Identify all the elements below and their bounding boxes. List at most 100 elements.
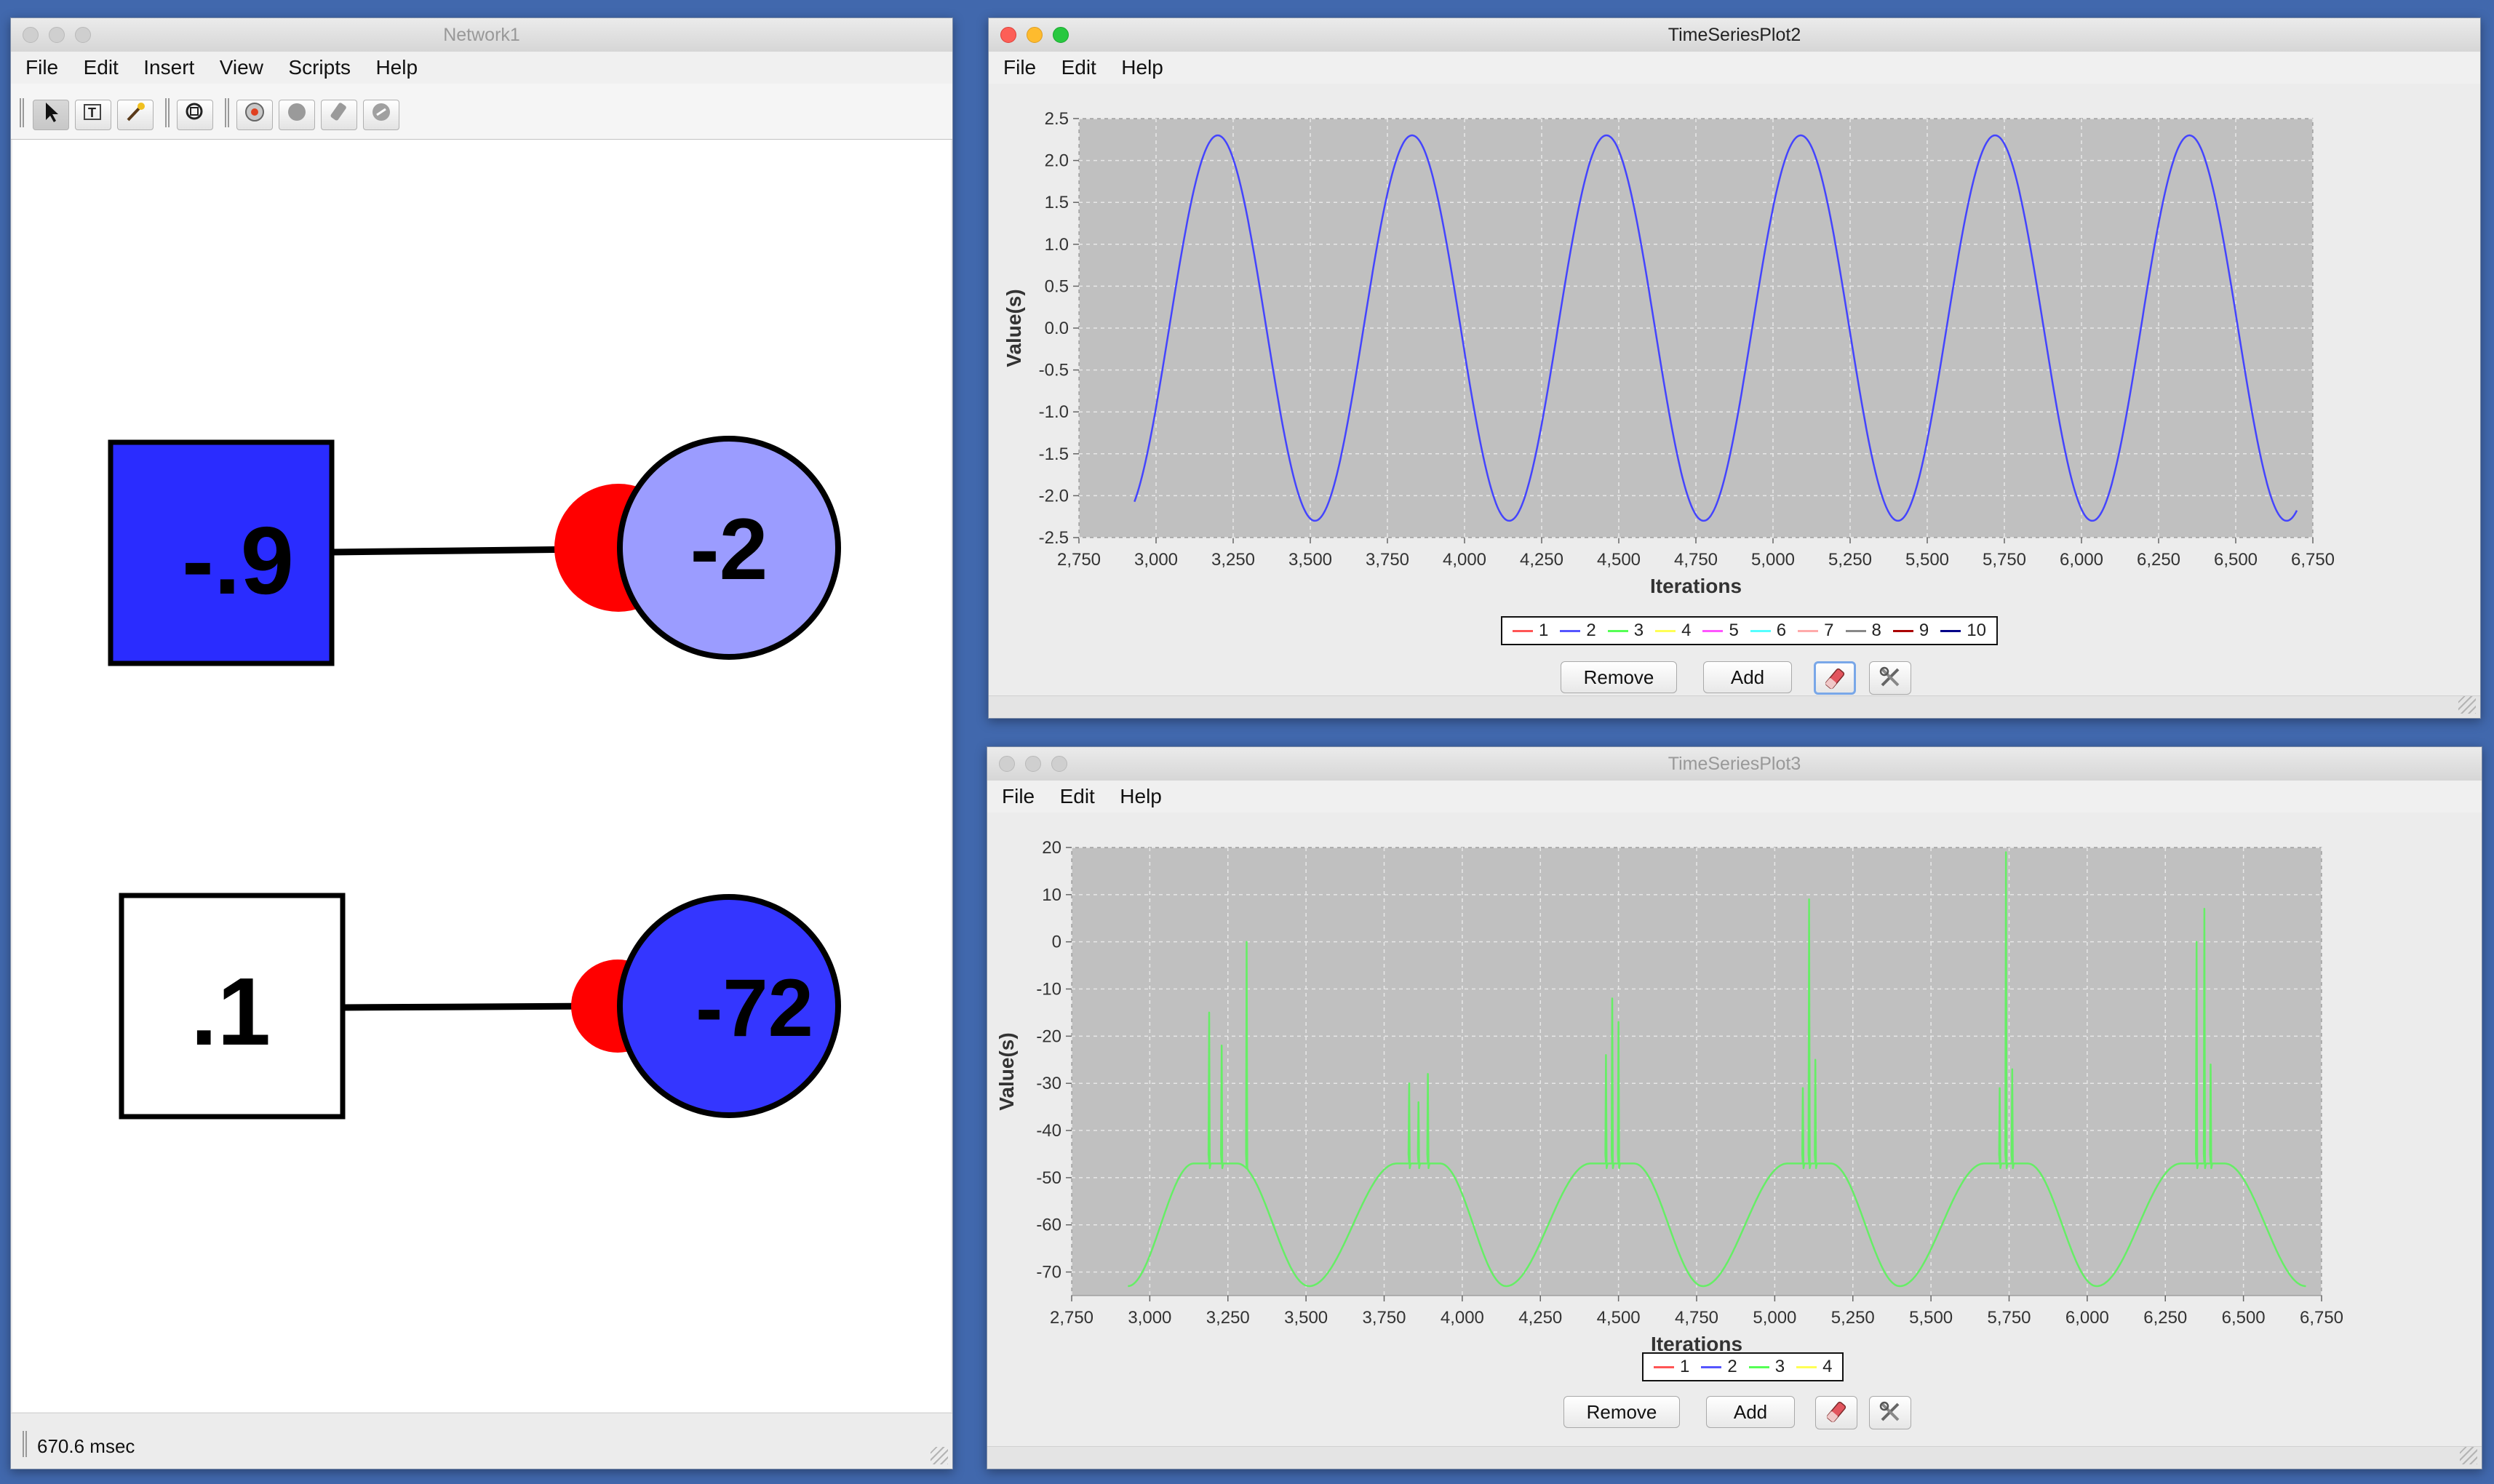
menu-edit[interactable]: Edit: [1061, 56, 1096, 79]
plot3-titlebar[interactable]: TimeSeriesPlot3: [987, 747, 2482, 781]
eraser-icon[interactable]: [1815, 1396, 1857, 1429]
neuron-node[interactable]: [617, 894, 841, 1118]
menu-help[interactable]: Help: [1120, 785, 1162, 807]
legend-swatch: [1513, 629, 1533, 632]
legend-label: 1: [1539, 621, 1549, 640]
window-controls: [999, 756, 1077, 772]
legend-label: 4: [1681, 621, 1692, 640]
plot2-chart[interactable]: 2,750 3,000 3,250 3,500 3,750 4,000 4,250 4,500…: [989, 84, 2480, 607]
legend-item: 2: [1701, 1357, 1737, 1377]
legend-label: 2: [1727, 1357, 1737, 1376]
input-node-value: -.9: [182, 507, 294, 614]
remove-button[interactable]: Remove: [1563, 1396, 1680, 1428]
x-tick-label: 2,750: [1057, 550, 1101, 570]
eraser-icon[interactable]: [321, 100, 357, 130]
close-icon[interactable]: [999, 756, 1015, 772]
toolbar-grip[interactable]: [20, 98, 24, 127]
minimize-icon[interactable]: [1025, 756, 1041, 772]
y-tick-label: 2.0: [1045, 151, 1069, 171]
neuron-node-value: -72: [696, 962, 813, 1053]
plot2-menubar: File Edit Help: [989, 52, 2480, 84]
minimize-icon[interactable]: [1027, 27, 1043, 43]
x-tick-label: 6,000: [2060, 550, 2103, 570]
status-grip[interactable]: [23, 1431, 27, 1457]
menu-file[interactable]: File: [1003, 56, 1037, 79]
menu-file[interactable]: File: [1002, 785, 1035, 807]
network-canvas[interactable]: -.9 -2 .1 -72: [12, 140, 951, 1412]
plot3-content: 2,750 3,000 3,250 3,500 3,750 4,000 4,250 4,500…: [987, 813, 2482, 1469]
x-tick-label: 5,750: [1987, 1308, 2031, 1328]
network-icon[interactable]: [236, 100, 273, 130]
series-line: [1128, 851, 2306, 1288]
plot3-chart[interactable]: 2,750 3,000 3,250 3,500 3,750 4,000 4,250 4,500…: [987, 813, 2482, 1355]
x-tick-label: 6,250: [2137, 550, 2180, 570]
resize-grip-icon[interactable]: [2460, 1447, 2477, 1464]
menu-edit[interactable]: Edit: [1059, 785, 1095, 807]
minimize-icon[interactable]: [49, 27, 65, 43]
x-tick-label: 4,750: [1674, 550, 1718, 570]
zoom-window-icon[interactable]: [1051, 756, 1067, 772]
legend-label: 1: [1680, 1357, 1690, 1376]
menu-view[interactable]: View: [219, 56, 263, 79]
neuron-node[interactable]: [617, 436, 841, 660]
y-tick-label: -50: [1036, 1168, 1061, 1188]
x-tick-label: 5,250: [1828, 550, 1872, 570]
zoom-icon[interactable]: [177, 100, 213, 130]
tools-icon[interactable]: [1869, 1396, 1911, 1429]
connection-line[interactable]: [332, 546, 588, 556]
close-icon[interactable]: [1000, 27, 1016, 43]
window-title: TimeSeriesPlot2: [1668, 25, 1801, 45]
menu-file[interactable]: File: [25, 56, 59, 79]
legend-swatch: [1940, 629, 1961, 632]
add-button[interactable]: Add: [1703, 661, 1792, 693]
add-button[interactable]: Add: [1706, 1396, 1795, 1428]
network-titlebar[interactable]: Network1: [11, 18, 952, 52]
legend-item: 3: [1748, 1357, 1785, 1377]
x-tick-label: 5,000: [1751, 550, 1795, 570]
remove-button[interactable]: Remove: [1561, 661, 1677, 693]
eraser-icon[interactable]: [1814, 661, 1856, 695]
menu-help[interactable]: Help: [375, 56, 418, 79]
y-tick-label: 20: [1042, 838, 1061, 858]
input-node[interactable]: [108, 439, 335, 666]
select-arrow-icon[interactable]: [33, 100, 69, 130]
x-tick-label: 6,750: [2300, 1308, 2343, 1328]
tools-icon[interactable]: [1869, 661, 1911, 695]
x-tick-label: 4,500: [1597, 1308, 1641, 1328]
x-tick-label: 5,750: [1983, 550, 2026, 570]
menu-insert[interactable]: Insert: [143, 56, 195, 79]
circle-icon[interactable]: [279, 100, 315, 130]
menu-scripts[interactable]: Scripts: [288, 56, 351, 79]
connection-line[interactable]: [343, 1002, 606, 1011]
resize-grip-icon[interactable]: [931, 1447, 948, 1464]
toolbar-grip[interactable]: [165, 98, 170, 127]
menu-edit[interactable]: Edit: [83, 56, 119, 79]
toolbar-grip[interactable]: [225, 98, 229, 127]
x-tick-label: 5,500: [1909, 1308, 1953, 1328]
input-node[interactable]: [119, 893, 346, 1120]
plot2-titlebar[interactable]: TimeSeriesPlot2: [989, 18, 2480, 52]
x-tick-label: 3,000: [1128, 1308, 1171, 1328]
close-icon[interactable]: [23, 27, 39, 43]
zoom-window-icon[interactable]: [1053, 27, 1069, 43]
link-icon[interactable]: [363, 100, 399, 130]
legend-item: 8: [1845, 621, 1881, 641]
text-tool-icon[interactable]: T: [75, 100, 111, 130]
x-tick-label: 4,250: [1518, 1308, 1562, 1328]
menu-help[interactable]: Help: [1121, 56, 1163, 79]
plot2-bottom-strip: [989, 695, 2480, 718]
wand-icon[interactable]: [117, 100, 154, 130]
x-tick-label: 6,250: [2143, 1308, 2187, 1328]
legend-swatch: [1654, 1365, 1674, 1368]
legend-swatch: [1750, 629, 1771, 632]
y-axis-label: Value(s): [995, 1032, 1018, 1110]
plot3-menubar: File Edit Help: [987, 781, 2482, 813]
legend-item: 7: [1798, 621, 1834, 641]
y-tick-label: -40: [1036, 1121, 1061, 1141]
y-tick-label: 0.5: [1045, 276, 1069, 296]
resize-grip-icon[interactable]: [2458, 696, 2476, 714]
zoom-window-icon[interactable]: [75, 27, 91, 43]
y-tick-label: -2.5: [1039, 528, 1069, 548]
y-tick-label: 0: [1052, 933, 1061, 952]
network-toolbar: T: [11, 84, 952, 140]
